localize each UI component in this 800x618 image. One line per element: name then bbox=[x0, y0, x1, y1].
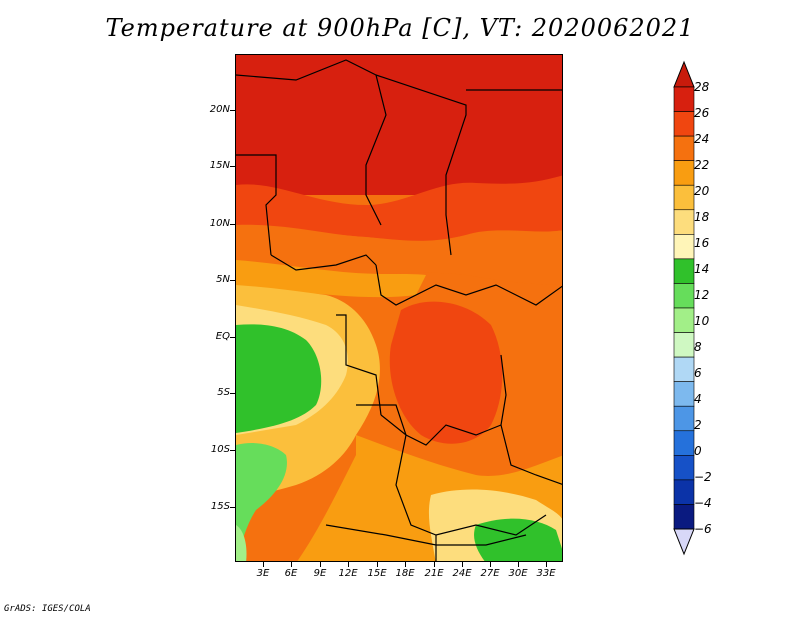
colorbar-label: 8 bbox=[694, 340, 702, 354]
colorbar-segment bbox=[673, 234, 695, 260]
colorbar-label: 20 bbox=[694, 184, 710, 198]
colorbar-segment bbox=[673, 209, 695, 235]
lat-label: 5S bbox=[217, 387, 230, 398]
lat-tick bbox=[230, 507, 235, 508]
colorbar-segment bbox=[673, 430, 695, 456]
field-band-26 bbox=[236, 175, 562, 241]
colorbar-segment bbox=[673, 332, 695, 358]
country-borders bbox=[236, 59, 562, 561]
field-band-12 bbox=[236, 443, 287, 561]
field-band-14 bbox=[236, 324, 322, 433]
lon-tick bbox=[546, 562, 547, 567]
colorbar-segments bbox=[673, 86, 695, 530]
field-band-28 bbox=[236, 55, 562, 195]
colorbar-label: 26 bbox=[694, 106, 710, 120]
colorbar bbox=[673, 60, 695, 556]
colorbar-segment bbox=[673, 504, 695, 530]
lon-label: 33E bbox=[536, 568, 556, 579]
lon-label: 30E bbox=[508, 568, 528, 579]
lon-tick bbox=[291, 562, 292, 567]
lon-label: 3E bbox=[256, 568, 270, 579]
lon-label: 12E bbox=[338, 568, 358, 579]
lon-label: 15E bbox=[367, 568, 387, 579]
colorbar-label: −6 bbox=[694, 522, 712, 536]
colorbar-label: 10 bbox=[694, 314, 710, 328]
colorbar-label: −2 bbox=[694, 470, 712, 484]
footer-credit: GrADS: IGES/COLA bbox=[4, 604, 91, 614]
colorbar-label: 22 bbox=[694, 158, 710, 172]
lat-label: 20N bbox=[209, 104, 230, 115]
colorbar-segment bbox=[673, 405, 695, 432]
lat-label: 5N bbox=[216, 274, 230, 285]
colorbar-segment bbox=[673, 258, 695, 284]
lon-tick bbox=[518, 562, 519, 567]
colorbar-label: 4 bbox=[694, 392, 702, 406]
lat-tick bbox=[230, 110, 235, 111]
lon-label: 9E bbox=[313, 568, 327, 579]
colorbar-label: 28 bbox=[694, 80, 710, 94]
lon-label: 24E bbox=[452, 568, 472, 579]
field-band-22 bbox=[236, 260, 426, 298]
colorbar-segment bbox=[673, 479, 695, 505]
colorbar-label: −4 bbox=[694, 496, 712, 510]
field-band-14-south bbox=[474, 518, 562, 561]
colorbar-label: 0 bbox=[694, 444, 702, 458]
colorbar-segment bbox=[673, 455, 695, 481]
colorbar-label: 6 bbox=[694, 366, 702, 380]
lon-tick bbox=[405, 562, 406, 567]
colorbar-segment bbox=[673, 307, 695, 333]
lon-label: 27E bbox=[480, 568, 500, 579]
lat-label: 15N bbox=[209, 160, 230, 171]
colorbar-top-triangle bbox=[673, 60, 695, 88]
temperature-map bbox=[235, 54, 563, 562]
colorbar-segment bbox=[673, 356, 695, 382]
field-pocket-26 bbox=[389, 301, 503, 444]
lon-label: 21E bbox=[424, 568, 444, 579]
lon-tick bbox=[377, 562, 378, 567]
lat-label: 10N bbox=[209, 218, 230, 229]
chart-title: Temperature at 900hPa [C], VT: 202006202… bbox=[105, 14, 695, 42]
colorbar-segment bbox=[673, 283, 695, 309]
colorbar-label: 16 bbox=[694, 236, 710, 250]
lat-label: 15S bbox=[210, 501, 230, 512]
colorbar-label: 12 bbox=[694, 288, 710, 302]
lon-label: 6E bbox=[284, 568, 298, 579]
colorbar-segment bbox=[673, 135, 695, 161]
lat-tick bbox=[230, 393, 235, 394]
lon-tick bbox=[490, 562, 491, 567]
colorbar-segment bbox=[673, 160, 695, 186]
lat-tick bbox=[230, 337, 235, 338]
lat-tick bbox=[230, 166, 235, 167]
colorbar-segment bbox=[673, 184, 695, 211]
colorbar-segment bbox=[673, 111, 695, 137]
lon-tick bbox=[462, 562, 463, 567]
lon-tick bbox=[434, 562, 435, 567]
colorbar-segment bbox=[673, 381, 695, 407]
colorbar-segment bbox=[673, 86, 695, 112]
field-band-10 bbox=[236, 525, 247, 561]
colorbar-bottom-triangle bbox=[673, 528, 695, 556]
field-band-24 bbox=[236, 224, 562, 285]
lon-tick bbox=[263, 562, 264, 567]
lat-label: 10S bbox=[210, 444, 230, 455]
colorbar-label: 2 bbox=[694, 418, 702, 432]
temperature-field bbox=[236, 55, 562, 561]
lon-tick bbox=[348, 562, 349, 567]
lat-label: EQ bbox=[215, 331, 230, 342]
lat-tick bbox=[230, 224, 235, 225]
lat-tick bbox=[230, 450, 235, 451]
colorbar-label: 14 bbox=[694, 262, 710, 276]
lat-tick bbox=[230, 280, 235, 281]
lon-tick bbox=[320, 562, 321, 567]
colorbar-label: 18 bbox=[694, 210, 710, 224]
colorbar-label: 24 bbox=[694, 132, 710, 146]
lon-label: 18E bbox=[395, 568, 415, 579]
